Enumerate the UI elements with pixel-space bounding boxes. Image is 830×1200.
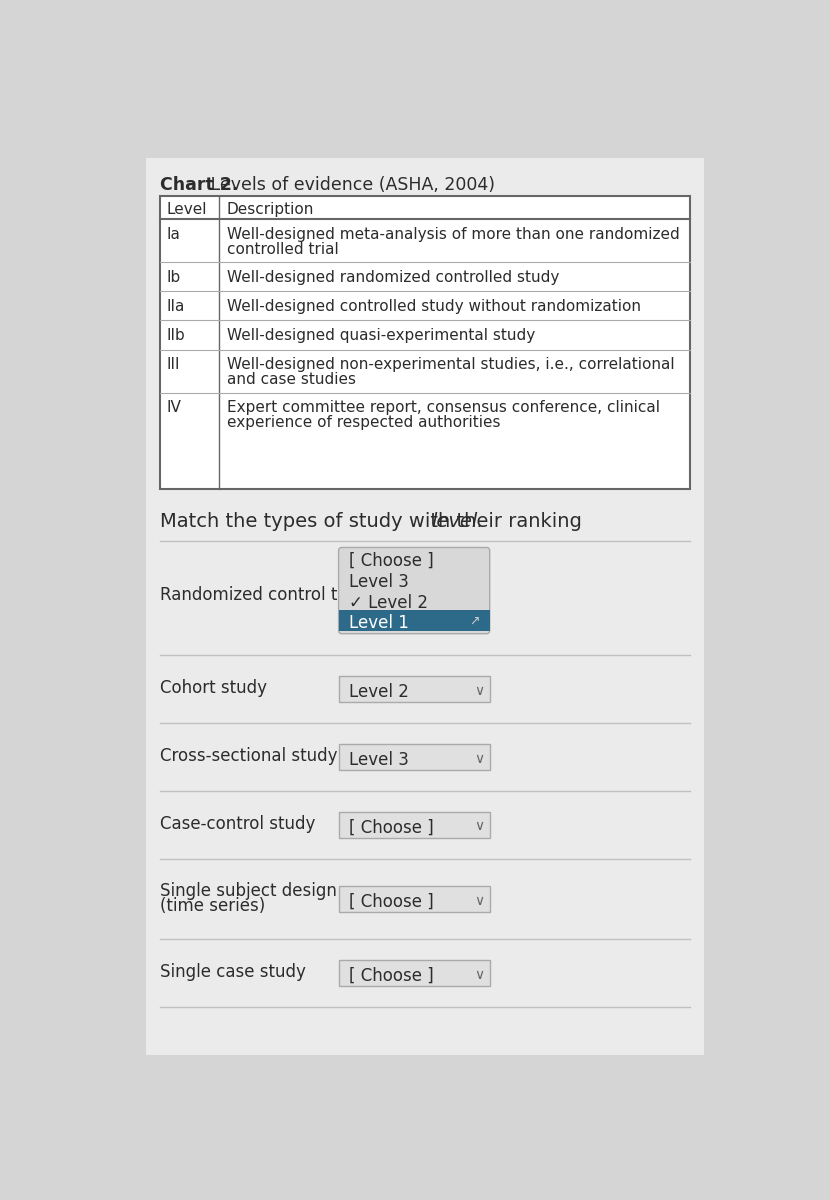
Bar bbox=[160, 197, 691, 488]
Text: Well-designed randomized controlled study: Well-designed randomized controlled stud… bbox=[227, 270, 559, 284]
Bar bbox=[339, 610, 490, 631]
Text: Cross-sectional study: Cross-sectional study bbox=[160, 746, 338, 764]
Text: Cohort study: Cohort study bbox=[160, 679, 267, 697]
Text: Match the types of study with their ranking: Match the types of study with their rank… bbox=[160, 512, 588, 532]
Bar bbox=[339, 886, 490, 912]
Text: ✓ Level 2: ✓ Level 2 bbox=[349, 594, 428, 612]
Text: controlled trial: controlled trial bbox=[227, 241, 339, 257]
Text: IIb: IIb bbox=[167, 328, 185, 343]
Text: Case-control study: Case-control study bbox=[160, 815, 315, 833]
Text: IV: IV bbox=[167, 401, 182, 415]
Text: ∨: ∨ bbox=[474, 751, 485, 766]
Text: Randomized control trial: Randomized control trial bbox=[160, 586, 364, 604]
Text: Level 2: Level 2 bbox=[349, 683, 409, 701]
Text: [ Choose ]: [ Choose ] bbox=[349, 967, 434, 985]
Text: Single case study: Single case study bbox=[160, 964, 306, 982]
Bar bbox=[339, 960, 490, 986]
Text: Expert committee report, consensus conference, clinical: Expert committee report, consensus confe… bbox=[227, 401, 660, 415]
Text: Ia: Ia bbox=[167, 227, 180, 242]
Text: IIa: IIa bbox=[167, 299, 185, 313]
Text: Ib: Ib bbox=[167, 270, 181, 284]
Text: ∨: ∨ bbox=[474, 968, 485, 982]
Text: ↗: ↗ bbox=[470, 614, 480, 628]
Text: ∨: ∨ bbox=[474, 684, 485, 697]
Text: Description: Description bbox=[227, 202, 315, 217]
Text: Level: Level bbox=[167, 202, 207, 217]
Text: Well-designed meta-analysis of more than one randomized: Well-designed meta-analysis of more than… bbox=[227, 227, 680, 242]
FancyBboxPatch shape bbox=[339, 547, 490, 634]
Text: ∨: ∨ bbox=[474, 820, 485, 833]
Text: [ Choose ]: [ Choose ] bbox=[349, 893, 434, 911]
Text: Level 3: Level 3 bbox=[349, 572, 409, 590]
Text: [ Choose ]: [ Choose ] bbox=[349, 552, 434, 570]
Text: experience of respected authorities: experience of respected authorities bbox=[227, 415, 500, 430]
Text: [ Choose ]: [ Choose ] bbox=[349, 818, 434, 836]
Text: Level 3: Level 3 bbox=[349, 751, 409, 769]
Text: and case studies: and case studies bbox=[227, 372, 356, 386]
Bar bbox=[339, 744, 490, 770]
Text: level.: level. bbox=[432, 512, 484, 532]
Text: Chart 2.: Chart 2. bbox=[160, 176, 239, 194]
Text: Well-designed non-experimental studies, i.e., correlational: Well-designed non-experimental studies, … bbox=[227, 358, 675, 372]
Text: III: III bbox=[167, 358, 180, 372]
Bar bbox=[146, 158, 705, 1055]
Text: Well-designed controlled study without randomization: Well-designed controlled study without r… bbox=[227, 299, 641, 313]
Text: Well-designed quasi-experimental study: Well-designed quasi-experimental study bbox=[227, 328, 535, 343]
Text: ∨: ∨ bbox=[474, 894, 485, 907]
Text: Level 1: Level 1 bbox=[349, 614, 409, 632]
Text: (time series): (time series) bbox=[160, 896, 266, 914]
Text: Levels of evidence (ASHA, 2004): Levels of evidence (ASHA, 2004) bbox=[204, 176, 495, 194]
Text: Single subject design: Single subject design bbox=[160, 882, 337, 900]
Bar bbox=[339, 676, 490, 702]
Bar bbox=[339, 811, 490, 838]
